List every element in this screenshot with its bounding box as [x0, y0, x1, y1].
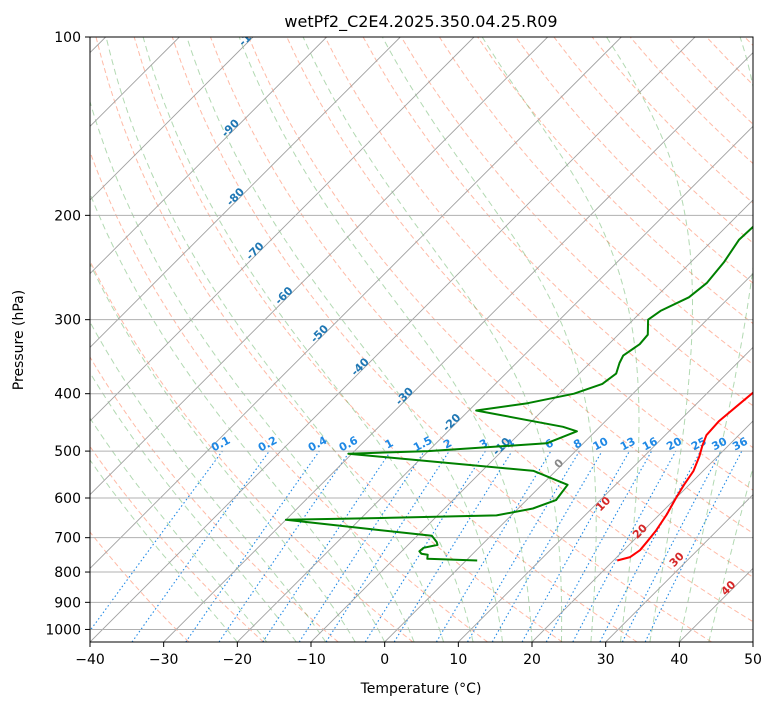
dry-adiabat: [515, 37, 753, 284]
moist-adiabat: [238, 37, 533, 642]
x-tick-label: 0: [380, 652, 389, 668]
moist-adiabat: [381, 37, 597, 642]
y-tick-label: 200: [54, 208, 81, 224]
temperature-profile: [616, 391, 753, 562]
y-tick-label: 1000: [45, 622, 81, 638]
dry-adiabat: [400, 37, 753, 407]
isotherm: [90, 37, 475, 422]
mixing-ratio-line: [262, 450, 392, 642]
isotherm: [310, 199, 753, 642]
mixing-ratio-line: [644, 450, 743, 642]
isotherm-label: -100: [236, 20, 265, 49]
x-tick-label: 30: [597, 652, 615, 668]
x-tick-label: −10: [296, 652, 326, 668]
moist-adiabat: [708, 465, 753, 642]
y-tick-label: 900: [54, 595, 81, 611]
background-lines: [90, 37, 753, 642]
x-tick-label: 20: [523, 652, 541, 668]
y-tick-label: 600: [54, 491, 81, 507]
isotherm: [90, 37, 254, 201]
isotherm: [531, 420, 753, 642]
isotherm: [384, 273, 753, 642]
dry-adiabat: [90, 356, 339, 642]
mixing-ratio-line: [90, 450, 223, 632]
y-axis: 100 200 300 400 500 600 700 800 900 1000: [45, 30, 90, 638]
chart-title: wetPf2_C2E4.2025.350.04.25.R09: [284, 12, 557, 32]
y-tick-label: 400: [54, 387, 81, 403]
isotherm: [90, 37, 622, 569]
x-axis: −40 −30 −20 −10 0 10 20 30 40 50: [75, 642, 762, 668]
mixing-ratio-label: 20: [664, 434, 684, 453]
mixing-ratio-line: [185, 450, 320, 642]
mixing-ratio-line: [325, 450, 450, 642]
isotherm: [90, 37, 696, 642]
isotherm: [458, 346, 753, 642]
dry-adiabat: [90, 445, 264, 642]
x-axis-label: Temperature (°C): [360, 681, 482, 697]
y-tick-label: 700: [54, 531, 81, 547]
x-tick-label: −30: [149, 652, 179, 668]
moist-adiabat: [481, 37, 640, 642]
moist-adiabat: [90, 262, 356, 642]
moist-adiabat: [678, 37, 753, 642]
mixing-ratio-line: [521, 450, 630, 642]
x-tick-label: 50: [744, 652, 762, 668]
x-tick-label: −40: [75, 652, 105, 668]
mixing-ratio-label: 30: [710, 435, 730, 454]
y-tick-label: 800: [54, 565, 81, 581]
plot-frame: [89, 36, 754, 643]
isotherm: [90, 37, 548, 496]
mixing-ratio-label: 36: [730, 435, 750, 454]
dry-adiabat: [95, 37, 563, 642]
mixing-ratio-line: [131, 450, 270, 642]
x-tick-label: 10: [449, 652, 467, 668]
mixing-ratio-label: 16: [640, 435, 660, 454]
y-tick-label: 300: [54, 313, 81, 329]
x-tick-label: −20: [223, 652, 253, 668]
y-tick-label: 500: [54, 444, 81, 460]
mixing-ratio-label: 10: [591, 434, 611, 453]
mixing-ratio-line: [572, 450, 677, 642]
dry-adiabat: [171, 37, 712, 642]
moist-adiabat: [90, 99, 415, 642]
dry-adiabat: [210, 37, 753, 623]
isotherm: [90, 37, 401, 348]
dry-adiabat: [133, 37, 638, 642]
y-tick-label: 100: [54, 30, 81, 46]
moist-adiabat: [302, 37, 563, 642]
mixing-ratio-label: 13: [618, 435, 638, 454]
dry-adiabat: [90, 150, 488, 642]
x-tick-label: 40: [670, 652, 688, 668]
isotherm: [163, 52, 753, 642]
y-axis-label: Pressure (hPa): [11, 290, 27, 390]
isotherm: [90, 37, 327, 275]
mixing-ratio-line: [218, 450, 351, 642]
moist-adiabat: [90, 459, 238, 642]
profile-lines: [284, 225, 753, 562]
dry-adiabat: [324, 37, 753, 491]
moist-adiabat: [606, 37, 693, 642]
moist-adiabat: [186, 37, 503, 642]
mixing-ratio-line: [393, 450, 513, 642]
moist-adiabat: [105, 37, 445, 642]
moist-adiabat: [142, 37, 474, 642]
dry-adiabat: [90, 531, 190, 642]
isotherm: [237, 125, 753, 642]
dry-adiabat: [248, 37, 753, 578]
isotherm: [605, 494, 753, 642]
mixing-ratio-line: [545, 450, 653, 642]
dry-adiabat: [438, 37, 753, 366]
dewpoint-profile: [284, 225, 753, 562]
mixing-ratio-line: [298, 450, 425, 642]
